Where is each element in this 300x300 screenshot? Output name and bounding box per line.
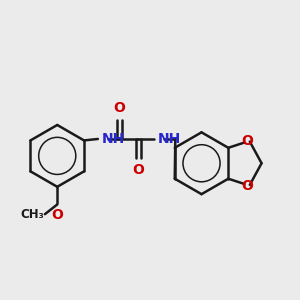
Text: CH₃: CH₃: [20, 208, 44, 221]
Text: O: O: [242, 179, 254, 193]
Text: O: O: [242, 134, 254, 148]
Text: O: O: [51, 208, 63, 222]
Text: NH: NH: [158, 132, 181, 146]
Text: NH: NH: [102, 132, 125, 146]
Text: O: O: [113, 100, 125, 115]
Text: O: O: [133, 164, 144, 177]
